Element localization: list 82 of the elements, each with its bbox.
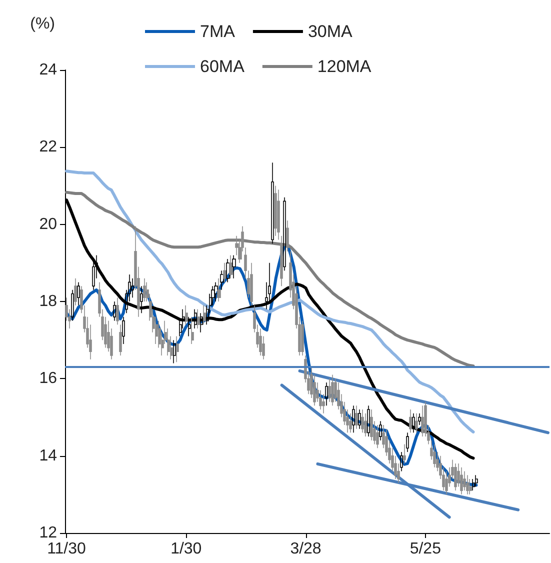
candlestick — [280, 236, 283, 286]
candlestick — [367, 405, 370, 437]
candlestick — [259, 328, 262, 356]
candlestick — [421, 405, 424, 437]
candlestick — [185, 304, 188, 326]
candlestick — [460, 467, 463, 495]
candlestick — [143, 278, 146, 302]
candlestick — [140, 286, 143, 314]
candlestick — [131, 278, 134, 298]
candlestick — [194, 308, 197, 329]
candlestick — [232, 254, 236, 279]
candlestick — [403, 444, 406, 464]
y-tick-label: 14 — [39, 447, 58, 464]
y-tick-label: 12 — [39, 524, 58, 542]
candlestick — [463, 470, 466, 491]
x-tick-label: 3/28 — [290, 540, 322, 558]
candlestick — [274, 185, 277, 236]
line-series — [64, 170, 475, 434]
candlestick — [200, 312, 203, 333]
candlestick — [176, 336, 179, 362]
candlestick — [217, 278, 221, 302]
candlestick — [379, 420, 382, 441]
candlestick — [77, 282, 80, 306]
candlestick — [325, 382, 328, 406]
candlestick — [361, 409, 364, 434]
candlestick — [445, 470, 448, 495]
candlestick — [352, 405, 355, 434]
candlestick — [370, 409, 373, 441]
candlestick — [191, 316, 194, 344]
legend-label: 60MA — [200, 57, 246, 76]
candlestick — [454, 463, 457, 491]
candlestick — [116, 297, 119, 326]
y-tick-label: 18 — [39, 293, 58, 310]
candlestick — [469, 478, 472, 495]
candlestick — [122, 316, 125, 344]
legend-label: 120MA — [317, 57, 372, 76]
candlestick — [188, 316, 191, 337]
y-axis-title: (%) — [30, 16, 55, 32]
candlestick — [286, 220, 289, 252]
candlestick — [301, 320, 304, 356]
candlestick — [355, 405, 358, 430]
candlestick — [74, 278, 77, 306]
candlestick — [376, 424, 379, 449]
candlestick — [349, 412, 352, 434]
candlestick — [322, 394, 325, 414]
candlestick — [466, 474, 469, 495]
candlestick — [283, 196, 286, 272]
legend-label: 7MA — [200, 22, 236, 41]
y-tick-label: 20 — [39, 216, 58, 233]
candlestick — [400, 452, 403, 472]
candlestick — [364, 412, 367, 437]
candlestick — [250, 262, 253, 306]
x-tick-label: 1/30 — [170, 540, 202, 558]
candlestick — [197, 308, 200, 329]
candlestick — [406, 432, 409, 452]
candlestick — [277, 189, 280, 240]
candlestick — [71, 290, 74, 322]
candlestick — [472, 478, 475, 491]
candlestick — [358, 409, 361, 430]
candlestick — [220, 270, 224, 290]
line-series — [64, 190, 475, 368]
candlestick — [119, 324, 122, 356]
candlestick — [409, 409, 412, 434]
candlestick — [412, 412, 415, 434]
candlestick — [203, 304, 206, 326]
candlestick — [415, 412, 418, 434]
candlestick — [229, 254, 233, 279]
legend-label: 30MA — [308, 22, 354, 41]
y-tick-label: 16 — [39, 370, 58, 388]
x-tick-label: 5/25 — [410, 540, 442, 558]
candlestick — [328, 378, 331, 402]
candlestick — [433, 444, 436, 468]
candlestick — [173, 340, 176, 364]
x-tick-label: 11/30 — [47, 540, 86, 558]
candlestick — [214, 282, 218, 302]
y-tick-label: 22 — [39, 138, 58, 156]
candlestick — [113, 301, 116, 322]
candlestick — [331, 374, 334, 406]
candlestick — [475, 474, 478, 488]
y-tick-label: 24 — [39, 62, 58, 78]
candlestick — [418, 412, 421, 426]
candlestick — [271, 162, 274, 244]
